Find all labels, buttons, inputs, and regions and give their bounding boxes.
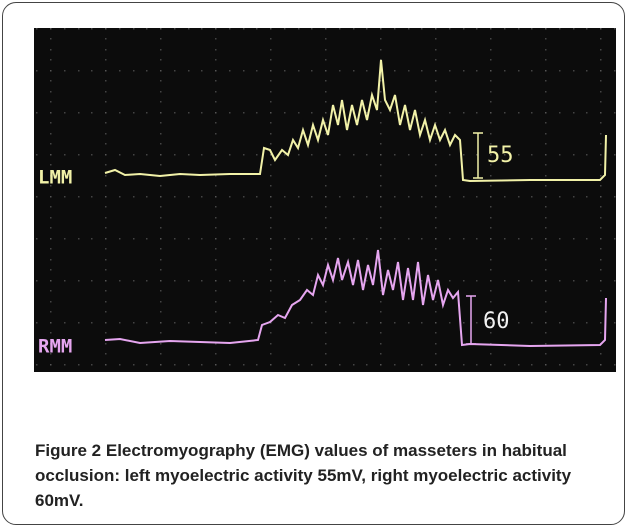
emg-image: LMM 55 RMM 60 xyxy=(34,28,616,372)
scope-grid xyxy=(34,28,616,372)
trace-label: LMM xyxy=(38,167,72,189)
trace-label: RMM xyxy=(38,336,72,358)
amplitude-label: 60 xyxy=(483,309,510,334)
amplitude-label: 55 xyxy=(487,143,514,168)
page: LMM 55 RMM 60 Figure 2 Electromyography … xyxy=(0,0,629,529)
figure-caption: Figure 2 Electromyography (EMG) values o… xyxy=(35,438,595,513)
caption-text: Electromyography (EMG) values of massete… xyxy=(35,441,571,510)
caption-label: Figure 2 xyxy=(35,441,101,460)
